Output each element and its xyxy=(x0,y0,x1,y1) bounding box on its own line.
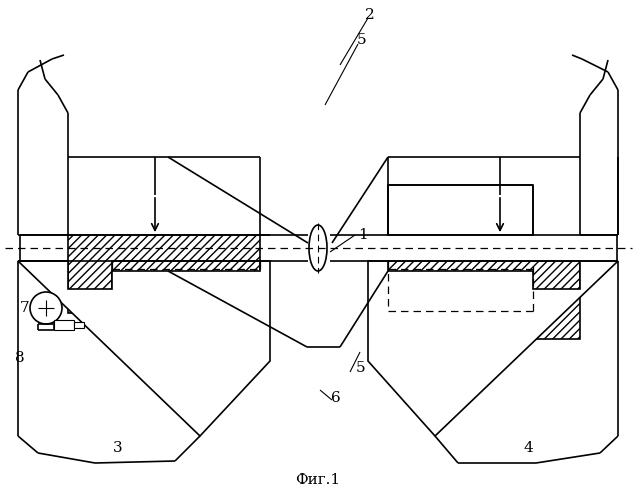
Bar xyxy=(54,320,74,330)
Text: 1: 1 xyxy=(358,228,368,242)
Circle shape xyxy=(30,292,62,324)
Text: 4: 4 xyxy=(523,441,533,455)
Text: 8: 8 xyxy=(15,351,25,365)
Text: Фиг.1: Фиг.1 xyxy=(296,473,340,487)
Bar xyxy=(74,322,84,328)
Text: 5: 5 xyxy=(357,33,367,47)
Polygon shape xyxy=(18,261,270,436)
Bar xyxy=(68,235,260,313)
Bar xyxy=(388,185,533,235)
Bar xyxy=(388,261,580,339)
Text: 2: 2 xyxy=(365,8,375,22)
Text: 6: 6 xyxy=(331,391,341,405)
Ellipse shape xyxy=(309,225,327,271)
Text: 7: 7 xyxy=(20,301,30,315)
Text: 5: 5 xyxy=(356,361,366,375)
Polygon shape xyxy=(368,261,618,436)
Bar xyxy=(112,261,260,291)
Text: 3: 3 xyxy=(113,441,123,455)
